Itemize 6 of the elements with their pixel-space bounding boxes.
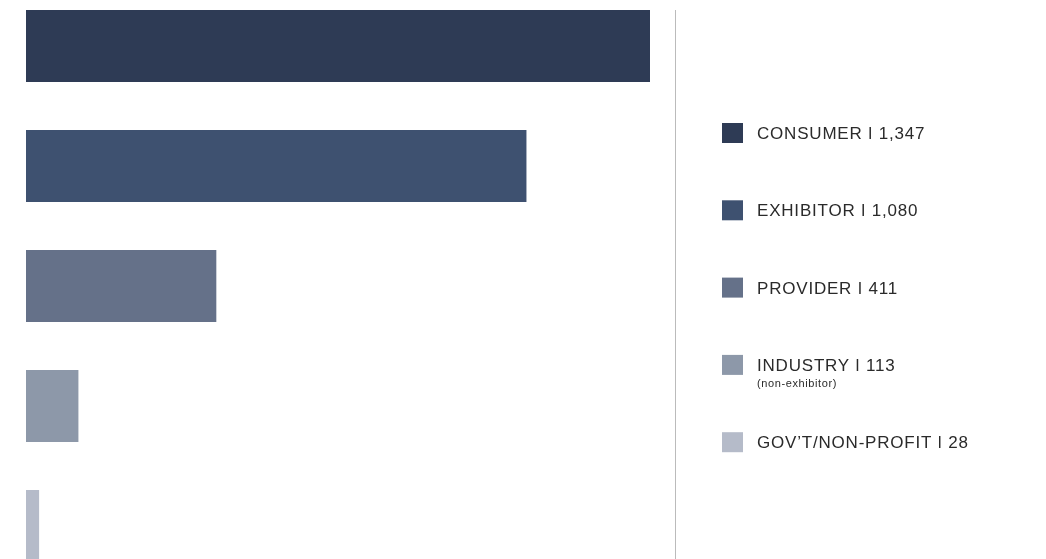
legend-label: PROVIDER ǀ 411 bbox=[757, 278, 898, 298]
legend-label: CONSUMER ǀ 1,347 bbox=[757, 124, 926, 143]
legend-label: INDUSTRY ǀ 113 bbox=[757, 355, 896, 375]
text: (non-exhibitor) bbox=[757, 376, 837, 389]
legend-label: EXHIBITOR ǀ 1,080 bbox=[757, 201, 919, 221]
legend-label: GOV’T/NON-PROFIT ǀ 28 bbox=[757, 433, 969, 453]
